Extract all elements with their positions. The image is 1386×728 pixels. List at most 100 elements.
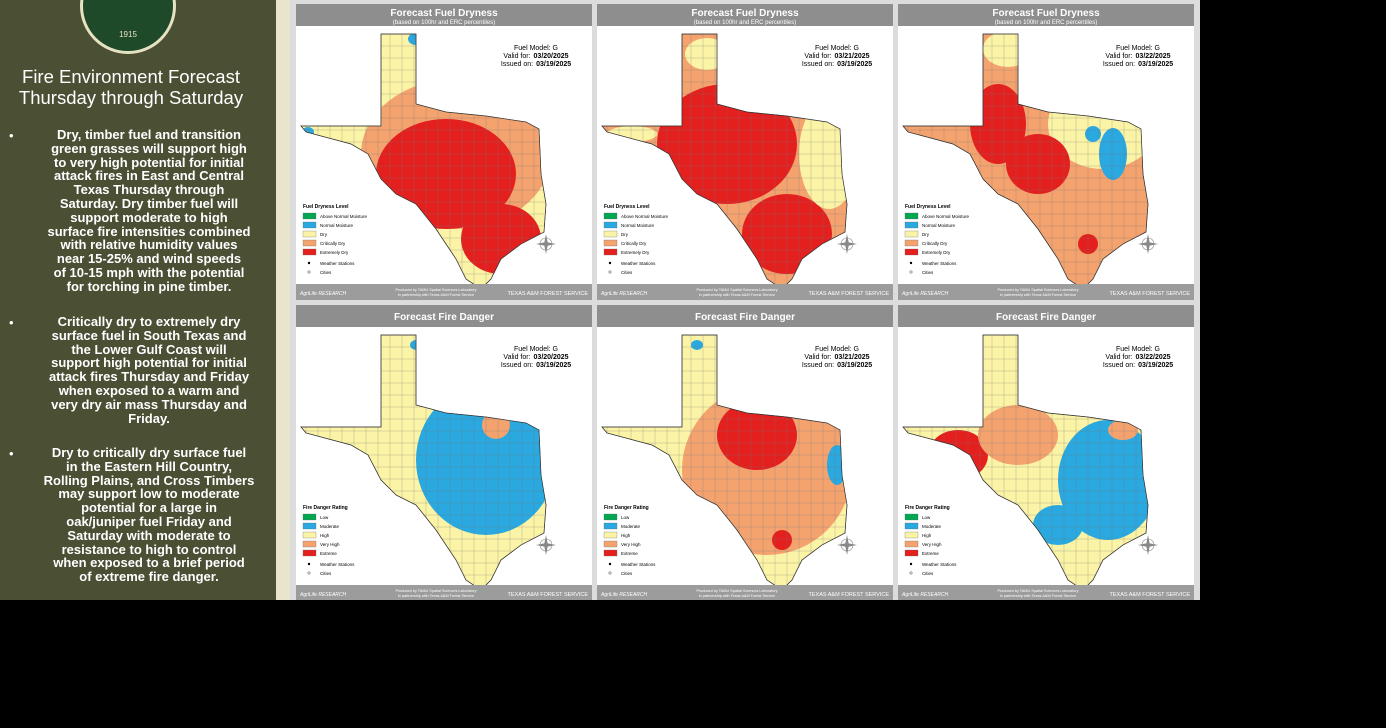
footer-forest: TEXAS A&M FOREST SERVICE [508, 592, 589, 598]
legend-label: Weather Stations [621, 261, 656, 266]
issued-value: 03/19/2025 [837, 61, 872, 68]
footer-credit: Produced by TAMU Spatial Sciences Labora… [997, 589, 1078, 593]
station-symbol [909, 562, 913, 566]
map-grid: Forecast Fuel Dryness(based on 100hr and… [290, 0, 1200, 600]
bullet-line: very dry air mass Thursday and [51, 396, 247, 412]
footer-agrilife: AgriLife RESEARCH [600, 592, 648, 598]
station-symbol [307, 261, 311, 265]
valid-date: Valid for: 03/21/2025 [804, 354, 869, 361]
legend-swatch [904, 531, 919, 539]
bullet-text: Dry, timber fuel and transition green gra… [24, 128, 274, 294]
map-panel: Forecast Fuel Dryness(based on 100hr and… [296, 4, 592, 300]
bullet-line: oak/juniper fuel Friday and [66, 513, 232, 529]
legend-swatch [603, 513, 618, 521]
footer-agrilife: AgriLife RESEARCH [901, 291, 949, 297]
legend-label: Extremely Dry [621, 250, 650, 255]
bullet-dot: • [9, 446, 14, 461]
bullet-dot: • [9, 128, 14, 143]
issued-date: Issued on: 03/19/2025 [501, 61, 571, 68]
legend-label: Extreme [922, 551, 939, 556]
issued-label: Issued on: [1103, 61, 1135, 68]
valid-label: Valid for: [804, 53, 831, 60]
legend-label: Weather Stations [320, 562, 355, 567]
legend-label: Low [320, 515, 329, 520]
legend-swatch [603, 221, 618, 229]
bullet-line: Saturday. Dry timber fuel will [59, 195, 239, 211]
legend-swatch [603, 230, 618, 238]
footer-credit: in partnership with Texas A&M Forest Ser… [699, 594, 775, 598]
legend-swatch [603, 522, 618, 530]
legend-title: Fuel Dryness Level [303, 204, 349, 210]
map-zone [717, 400, 797, 470]
valid-date: Valid for: 03/20/2025 [503, 53, 568, 60]
valid-label: Valid for: [503, 53, 530, 60]
valid-date: Valid for: 03/20/2025 [503, 354, 568, 361]
legend-label: High [320, 533, 330, 538]
title-line: Fire Environment Forecast [22, 66, 240, 87]
fuel-model: Fuel Model: G [1116, 346, 1160, 353]
panel-title: Forecast Fuel Dryness [992, 8, 1100, 19]
bullet-line: of extreme fire danger. [79, 569, 219, 585]
legend-swatch [302, 248, 317, 256]
legend-label: Moderate [621, 524, 641, 529]
city-symbol [307, 571, 311, 575]
issued-value: 03/19/2025 [536, 61, 571, 68]
bullet-line: when exposed to a warm and [58, 382, 240, 398]
legend-label: Moderate [922, 524, 942, 529]
footer-agrilife: AgriLife RESEARCH [600, 291, 648, 297]
map-panel: Forecast Fuel Dryness(based on 100hr and… [597, 4, 893, 300]
city-symbol [307, 270, 311, 274]
legend-swatch [302, 239, 317, 247]
legend-label: Critically Dry [320, 241, 346, 246]
legend-label: Cities [621, 270, 633, 275]
issued-date: Issued on: 03/19/2025 [1103, 362, 1173, 369]
issued-label: Issued on: [802, 61, 834, 68]
valid-value: 03/20/2025 [534, 354, 569, 361]
legend-swatch [904, 540, 919, 548]
compass-star [837, 535, 857, 555]
legend-label: Above Normal Moisture [320, 214, 368, 219]
footer-credit: Produced by TAMU Spatial Sciences Labora… [696, 589, 777, 593]
legend-swatch [603, 239, 618, 247]
panel-footer [296, 284, 592, 300]
footer-credit: Produced by TAMU Spatial Sciences Labora… [696, 288, 777, 292]
legend-label: Dry [320, 232, 328, 237]
legend-label: Moderate [320, 524, 340, 529]
legend-label: Cities [922, 270, 934, 275]
seal: 1915 [80, 0, 176, 54]
legend-label: Cities [320, 270, 332, 275]
footer-forest: TEXAS A&M FOREST SERVICE [809, 592, 890, 598]
map-zone [1006, 134, 1070, 194]
valid-value: 03/20/2025 [534, 53, 569, 60]
legend-label: Critically Dry [922, 241, 948, 246]
legend-swatch [302, 513, 317, 521]
panel-header [296, 4, 592, 26]
panel-footer [898, 284, 1194, 300]
bullet-line: support high potential for initial [51, 355, 247, 371]
fuel-model: Fuel Model: G [815, 346, 859, 353]
compass-star [536, 535, 556, 555]
legend-label: High [922, 533, 932, 538]
legend-swatch [904, 239, 919, 247]
bullet-line: green grasses will support high [51, 140, 247, 156]
panel-header [597, 4, 893, 26]
issued-date: Issued on: 03/19/2025 [802, 362, 872, 369]
bullet-line: resistance to high to control [61, 541, 237, 557]
valid-label: Valid for: [1105, 53, 1132, 60]
footer-agrilife: AgriLife RESEARCH [299, 291, 347, 297]
bullet-line: attack fires in East and Central [53, 168, 244, 184]
legend-swatch [302, 221, 317, 229]
legend-swatch [603, 540, 618, 548]
legend-swatch [904, 513, 919, 521]
issued-date: Issued on: 03/19/2025 [1103, 61, 1173, 68]
bullet-line: Dry, timber fuel and transition [57, 127, 241, 142]
issued-value: 03/19/2025 [1138, 61, 1173, 68]
bullet-line: attack fires Thursday and Friday [48, 369, 250, 385]
legend-swatch [603, 212, 618, 220]
panel-header [898, 4, 1194, 26]
legend-swatch [302, 522, 317, 530]
legend-label: Extremely Dry [922, 250, 951, 255]
panel-title: Forecast Fire Danger [695, 312, 795, 323]
legend-title: Fuel Dryness Level [604, 204, 650, 210]
footer-forest: TEXAS A&M FOREST SERVICE [1110, 592, 1191, 598]
